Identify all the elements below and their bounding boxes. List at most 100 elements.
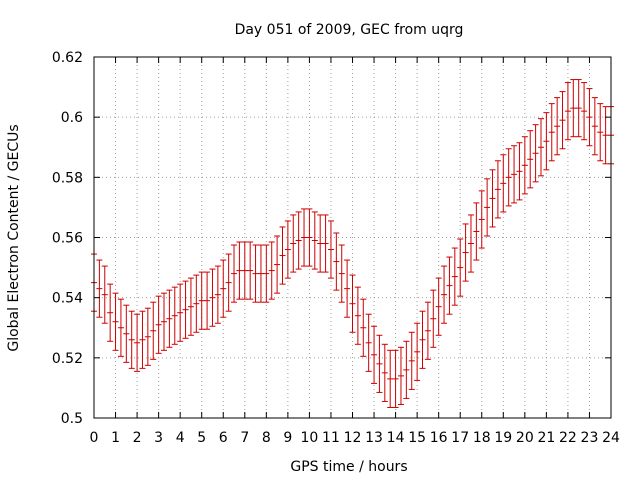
error-bar-point [112,292,119,351]
error-bar-point [462,223,469,282]
x-tick-label: 17 [451,430,469,446]
error-bar-point [473,202,480,261]
error-bar-point [451,247,458,306]
error-bar-point [290,214,297,273]
x-tick-label: 24 [602,430,620,446]
error-bar-point [236,241,243,300]
x-axis-label: GPS time / hours [290,459,407,475]
error-bar-point [586,88,593,147]
error-bar-point [166,289,173,348]
error-bar-point [360,298,367,357]
error-bar-point [414,322,421,381]
x-tick-label: 23 [581,430,599,446]
error-bar-point [327,220,334,279]
y-tick-label: 0.5 [61,411,83,427]
error-bar-point [117,298,124,357]
x-tick-label: 2 [133,430,142,446]
error-bar-point [527,130,534,189]
error-bar-point [419,310,426,369]
x-tick-label: 16 [430,430,448,446]
error-bar-point [602,106,609,165]
error-bar-point [430,289,437,348]
error-bar-point [107,283,114,342]
error-bar-point [581,82,588,141]
error-bar-point [284,220,291,279]
error-bar-point [376,334,383,393]
x-tick-label: 0 [90,430,99,446]
error-bar-point [161,292,168,351]
y-tick-label: 0.56 [52,231,83,247]
error-bar-point [424,301,431,360]
chart-title: Day 051 of 2009, GEC from uqrg [235,22,464,38]
error-bar-point [564,82,571,141]
error-bar-point [494,160,501,219]
error-bar-point [209,268,216,327]
error-bar-point [548,103,555,162]
error-bar-point [489,169,496,228]
error-bar-point [516,142,523,201]
error-bar-point [193,274,200,333]
grid-lines [94,57,611,418]
y-tick-label: 0.58 [52,170,83,186]
y-tick-label: 0.54 [52,291,83,307]
error-bar-point [139,310,146,369]
error-bar-point [252,244,259,303]
error-bar-point [532,124,539,183]
error-bar-point [591,97,598,156]
error-bar-point [457,238,464,297]
error-bar-point [96,259,103,318]
y-tick-label: 0.62 [52,50,83,66]
error-bar-point [537,118,544,177]
error-bar-point [467,214,474,273]
error-bar-point [263,244,270,303]
error-bar-point [392,349,399,408]
error-bar-point [521,136,528,195]
error-bar-point [435,277,442,336]
x-tick-label: 20 [516,430,534,446]
error-bar-point [155,295,162,354]
error-bar-point [387,349,394,408]
error-bar-point [231,244,238,303]
error-bar-point [182,280,189,339]
x-tick-label: 3 [154,430,163,446]
error-bar-point [354,286,361,345]
error-bar-point [220,259,227,318]
error-bar-point [241,241,248,300]
x-tick-label: 22 [559,430,577,446]
error-bar-point [408,331,415,390]
error-bar-point [344,259,351,318]
error-bar-point [446,256,453,315]
error-bar-point [505,148,512,207]
error-bar-point [204,271,211,330]
x-tick-label: 13 [365,430,383,446]
x-tick-label: 12 [344,430,362,446]
axis-ticks [93,56,612,419]
error-bar-point [511,145,518,204]
error-bar-point [403,340,410,399]
error-bar-point [128,310,135,369]
x-tick-label: 10 [301,430,319,446]
error-bar-point [134,313,141,372]
error-bar-point [306,208,313,267]
error-bar-point [484,178,491,237]
error-bar-point [295,211,302,270]
x-tick-labels: 0 1 2 3 4 5 6 7 8 9 10 11 12 13 14 15 16 17 18 19 20 21 22 23 24 [90,430,620,446]
error-bar-point [575,79,582,138]
error-bar-point [365,313,372,372]
error-bar-point [322,214,329,273]
error-bar-point [371,325,378,384]
x-tick-label: 11 [322,430,340,446]
x-tick-label: 4 [176,430,185,446]
error-bar-point [441,265,448,324]
error-bar-point [559,91,566,150]
error-bar-point [570,79,577,138]
error-bars-series [91,79,614,408]
error-bar-point [478,190,485,249]
x-tick-label: 7 [240,430,249,446]
error-bar-point [381,343,388,402]
error-bar-point [301,208,308,267]
x-tick-label: 1 [111,430,120,446]
error-bar-point [333,232,340,291]
error-bar-point [150,301,157,360]
